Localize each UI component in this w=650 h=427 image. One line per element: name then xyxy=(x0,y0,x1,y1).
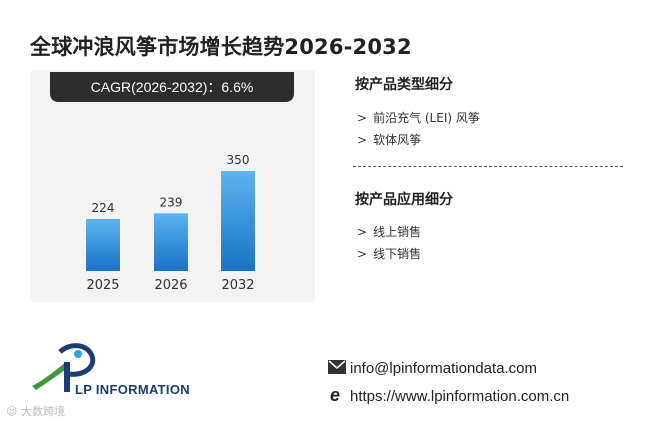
x-tick-2025: 2025 xyxy=(86,278,119,293)
segment-item: > 软体风筝 xyxy=(357,133,422,147)
contact-website: e https://www.lpinformation.com.cn xyxy=(328,385,570,408)
data-label-2026: 239 xyxy=(160,195,183,209)
x-tick-2032: 2032 xyxy=(221,278,254,293)
mail-icon xyxy=(328,360,346,378)
bar-2025 xyxy=(86,219,120,271)
segment-heading-type: 按产品类型细分 xyxy=(355,77,453,93)
watermark-icon: ☺ xyxy=(6,405,21,418)
bar-2032 xyxy=(221,171,255,271)
cagr-badge: CAGR(2026-2032)：6.6% xyxy=(50,72,294,102)
x-tick-2026: 2026 xyxy=(154,278,187,293)
lp-information-logo-icon xyxy=(32,343,96,392)
data-label-2032: 350 xyxy=(227,153,250,167)
data-label-2025: 224 xyxy=(92,201,115,215)
page-title: 全球冲浪风筝市场增长趋势2026-2032 xyxy=(30,35,412,59)
contact-email: info@lpinformationdata.com xyxy=(328,360,537,378)
divider xyxy=(353,166,623,167)
watermark: ☺ 大数跨境 xyxy=(6,405,65,418)
cagr-label: CAGR(2026-2032)：6.6% xyxy=(90,79,254,95)
svg-text:e: e xyxy=(330,386,340,404)
brand-name: LP INFORMATION xyxy=(75,382,190,397)
website-link[interactable]: https://www.lpinformation.com.cn xyxy=(350,387,570,405)
segment-item: > 前沿充气 (LEI) 风筝 xyxy=(357,111,480,125)
bar-2026 xyxy=(154,213,188,271)
browser-e-icon: e xyxy=(328,385,346,408)
segment-item: > 线下销售 xyxy=(357,247,422,261)
segment-item: > 线上销售 xyxy=(357,225,422,239)
email-text[interactable]: info@lpinformationdata.com xyxy=(350,360,537,377)
segment-heading-application: 按产品应用细分 xyxy=(355,192,453,208)
